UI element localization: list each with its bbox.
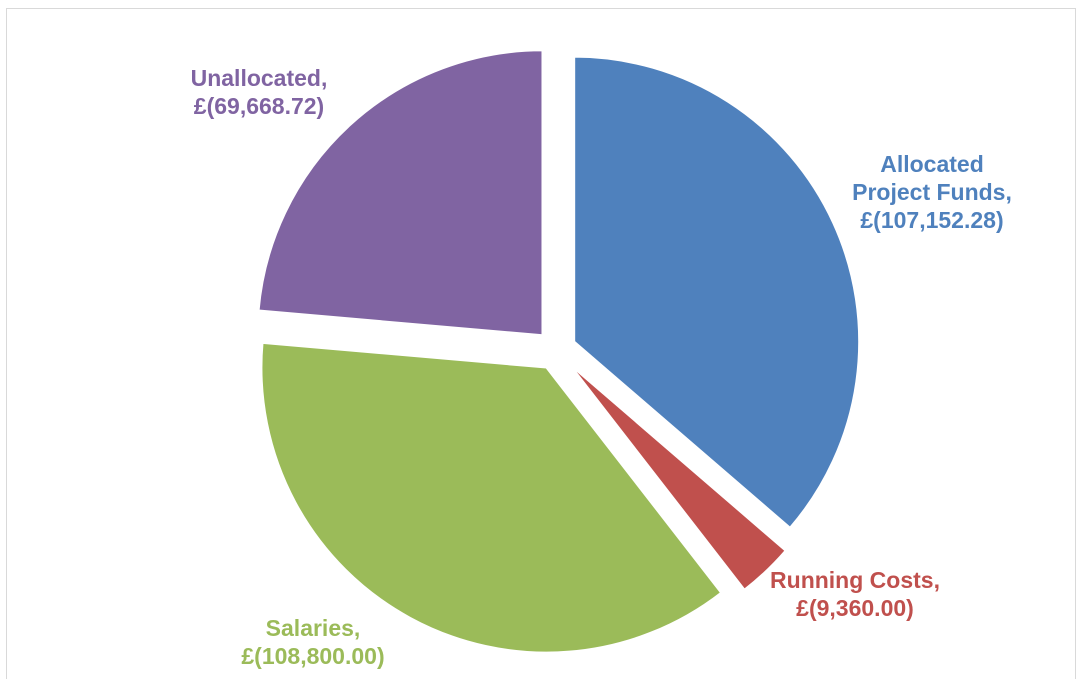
data-label-unallocated: Unallocated, £(69,668.72)	[191, 65, 328, 119]
data-labels: Allocated Project Funds, £(107,152.28) Runn…	[191, 65, 1012, 669]
data-label-running-costs: Running Costs, £(9,360.00)	[770, 567, 940, 621]
pie-slices	[257, 49, 861, 654]
pie-slice-salaries	[260, 341, 723, 654]
pie-slice-allocated-project-funds	[573, 55, 861, 530]
pie-slice-running-costs	[568, 363, 788, 592]
data-label-allocated-project-funds: Allocated Project Funds, £(107,152.28)	[852, 151, 1012, 233]
pie-slice-unallocated	[257, 49, 544, 337]
data-label-salaries: Salaries, £(108,800.00)	[241, 615, 384, 669]
